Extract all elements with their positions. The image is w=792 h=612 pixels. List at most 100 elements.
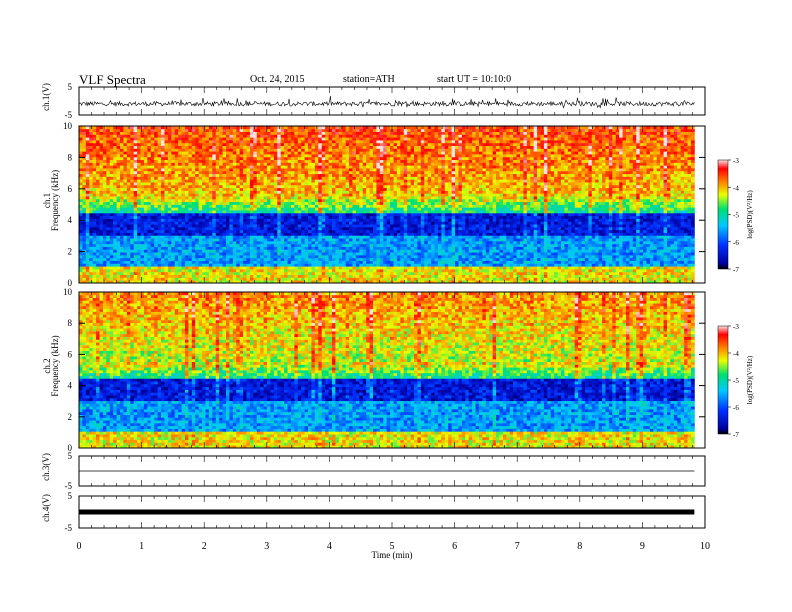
spectrogram-cell xyxy=(154,249,158,252)
spectrogram-cell xyxy=(171,148,175,151)
spectrogram-cell xyxy=(182,277,186,280)
spectrogram-cell xyxy=(100,219,104,222)
spectrogram-cell xyxy=(103,238,107,241)
spectrogram-cell xyxy=(226,157,230,160)
y-axis-label: ch.1(V) xyxy=(41,83,51,111)
spectrogram-cell xyxy=(123,258,127,261)
spectrogram-cell xyxy=(100,233,104,236)
spectrogram-cell xyxy=(147,190,151,193)
spectrogram-cell xyxy=(212,255,216,258)
spectrogram-cell xyxy=(117,235,121,238)
spectrogram-cell xyxy=(82,179,86,182)
spectrogram-cell xyxy=(130,261,134,264)
spectrogram-cell xyxy=(164,132,168,135)
spectrogram-cell xyxy=(144,199,148,202)
spectrogram-cell xyxy=(144,179,148,182)
spectrogram-cell xyxy=(182,252,186,255)
spectrogram-cell xyxy=(96,210,100,213)
spectrogram-cell xyxy=(229,272,233,275)
spectrogram-cell xyxy=(205,219,209,222)
spectrogram-cell xyxy=(209,171,213,174)
spectrogram-cell xyxy=(205,216,209,219)
spectrogram-cell xyxy=(192,143,196,146)
spectrogram-cell xyxy=(137,241,141,244)
spectrogram-cell xyxy=(195,140,199,143)
spectrogram-cell xyxy=(120,219,124,222)
spectrogram-cell xyxy=(158,252,162,255)
spectrogram-cell xyxy=(229,244,233,247)
spectrogram-cell xyxy=(226,219,230,222)
spectrogram-cell xyxy=(168,255,172,258)
spectrogram-cell xyxy=(103,185,107,188)
spectrogram-cell xyxy=(144,134,148,137)
spectrogram-cell xyxy=(123,174,127,177)
spectrogram-cell xyxy=(192,199,196,202)
spectrogram-cell xyxy=(134,210,138,213)
spectrogram-cell xyxy=(182,261,186,264)
spectrogram-cell xyxy=(141,255,145,258)
spectrogram-cell xyxy=(182,266,186,269)
spectrogram-cell xyxy=(154,261,158,264)
spectrogram-cell xyxy=(100,199,104,202)
spectrogram-cell xyxy=(96,196,100,199)
spectrogram-cell xyxy=(219,224,223,227)
spectrogram-cell xyxy=(147,207,151,210)
spectrogram-cell xyxy=(209,277,213,280)
spectrogram-cell xyxy=(100,210,104,213)
spectrogram-cell xyxy=(82,176,86,179)
spectrogram-cell xyxy=(212,160,216,163)
spectrogram-cell xyxy=(110,202,114,205)
spectrogram-cell xyxy=(178,244,182,247)
spectrogram-cell xyxy=(151,233,155,236)
spectrogram-cell xyxy=(212,252,216,255)
spectrogram-cell xyxy=(202,140,206,143)
spectrogram-cell xyxy=(164,224,168,227)
spectrogram-cell xyxy=(188,230,192,233)
spectrogram-cell xyxy=(199,210,203,213)
spectrogram-cell xyxy=(96,266,100,269)
spectrogram-cell xyxy=(175,252,179,255)
spectrogram-cell xyxy=(202,171,206,174)
spectrogram-cell xyxy=(130,146,134,149)
spectrogram-cell xyxy=(199,171,203,174)
spectrogram-cell xyxy=(223,196,227,199)
spectrogram-cell xyxy=(141,129,145,132)
spectrogram-cell xyxy=(188,221,192,224)
spectrogram-cell xyxy=(137,148,141,151)
spectrogram-cell xyxy=(110,146,114,149)
spectrogram-cell xyxy=(195,230,199,233)
spectrogram-cell xyxy=(199,216,203,219)
spectrogram-cell xyxy=(188,233,192,236)
spectrogram-cell xyxy=(185,148,189,151)
spectrogram-cell xyxy=(182,235,186,238)
spectrogram-cell xyxy=(154,216,158,219)
spectrogram-cell xyxy=(127,221,131,224)
spectrogram-cell xyxy=(226,188,230,191)
spectrogram-cell xyxy=(226,202,230,205)
spectrogram-cell xyxy=(93,213,97,216)
spectrogram-cell xyxy=(216,233,220,236)
spectrogram-cell xyxy=(229,176,233,179)
spectrogram-cell xyxy=(154,227,158,230)
spectrogram-cell xyxy=(175,221,179,224)
spectrogram-cell xyxy=(171,174,175,177)
spectrogram-cell xyxy=(212,190,216,193)
spectrogram-cell xyxy=(123,179,127,182)
spectrogram-cell xyxy=(144,269,148,272)
spectrogram-cell xyxy=(127,202,131,205)
spectrogram-cell xyxy=(144,182,148,185)
spectrogram-cell xyxy=(144,205,148,208)
spectrogram-cell xyxy=(151,196,155,199)
spectrogram-cell xyxy=(175,216,179,219)
spectrogram-cell xyxy=(185,244,189,247)
spectrogram-cell xyxy=(171,241,175,244)
spectrogram-cell xyxy=(168,185,172,188)
spectrogram-cell xyxy=(96,258,100,261)
spectrogram-cell xyxy=(93,132,97,135)
spectrogram-cell xyxy=(164,210,168,213)
spectrogram-cell xyxy=(205,140,209,143)
spectrogram-cell xyxy=(123,272,127,275)
spectrogram-cell xyxy=(202,185,206,188)
spectrogram-cell xyxy=(134,146,138,149)
spectrogram-cell xyxy=(209,190,213,193)
